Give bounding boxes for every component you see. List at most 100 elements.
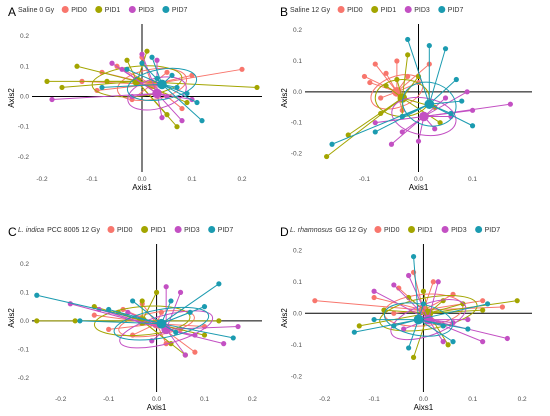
data-point	[394, 58, 400, 64]
plot-area: -0.1 0.0 0.1 -0.2 -0.1 0.0 0.1 0.2 Axis1 Axis2	[280, 24, 532, 192]
confidence-ellipse	[113, 306, 210, 341]
data-point	[124, 57, 130, 63]
data-point	[448, 110, 454, 117]
data-point	[201, 332, 208, 338]
data-point	[179, 105, 185, 112]
y-tick-label: -0.1	[291, 342, 303, 349]
data-point	[125, 309, 131, 315]
data-point	[169, 72, 175, 78]
legend-label: PID7	[448, 7, 464, 14]
panel-letter: C	[8, 225, 17, 239]
legend-label: PID7	[218, 227, 234, 234]
spider-line	[396, 63, 430, 93]
spider-line	[401, 54, 409, 99]
spider-line	[408, 319, 419, 349]
legend-swatch	[371, 6, 379, 13]
spider-line	[151, 68, 243, 85]
data-point	[442, 46, 449, 52]
data-point	[139, 60, 145, 66]
spider-line	[132, 300, 162, 325]
spider-line	[141, 54, 158, 94]
data-point	[163, 284, 169, 290]
panel-d: D L. rhamnosus GG 12 Gy PID0 PID1 PID3 PID7 -…	[280, 225, 532, 412]
data-point	[440, 298, 446, 304]
x-tick-label: -0.1	[368, 396, 380, 403]
data-point	[158, 309, 164, 315]
data-point	[324, 153, 330, 160]
spider-line	[408, 275, 429, 320]
legend-label: PID3	[184, 227, 200, 234]
x-tick-label: 0.1	[468, 176, 477, 183]
data-point	[329, 141, 335, 147]
confidence-ellipse	[119, 310, 214, 349]
data-point	[372, 120, 378, 126]
data-point	[164, 112, 170, 118]
spider-line	[402, 97, 441, 124]
data-point	[154, 57, 160, 63]
data-point	[442, 95, 449, 101]
data-point	[184, 99, 190, 106]
data-point	[507, 101, 513, 107]
x-axis-title: Aixs1	[414, 403, 434, 412]
data-point	[378, 95, 384, 101]
data-point	[239, 66, 245, 72]
spider-line	[141, 292, 158, 322]
data-point	[465, 326, 471, 332]
data-point	[410, 354, 417, 360]
data-point	[504, 335, 510, 342]
data-point	[469, 123, 476, 129]
data-point	[356, 323, 362, 329]
data-point	[149, 54, 155, 60]
data-point	[109, 60, 115, 66]
data-point	[469, 107, 476, 113]
panel-a: A Saline 0 Gy PID0 PID1 PID3 PID7 -0.2 -0.1 0.…	[7, 5, 262, 192]
y-axis-title: Axis2	[7, 308, 16, 328]
x-tick-label: 0.1	[468, 396, 477, 403]
spider-line	[418, 303, 488, 321]
spider-line	[156, 93, 183, 121]
x-tick-label: 0.2	[518, 396, 527, 403]
data-point	[432, 126, 438, 132]
spider-line	[51, 92, 158, 101]
data-point	[406, 345, 412, 351]
y-tick-label: -0.1	[18, 346, 30, 353]
data-point	[406, 272, 412, 279]
centroid-point	[424, 99, 435, 109]
legend-title: Saline 12 Gy	[290, 7, 331, 14]
data-point	[391, 323, 397, 329]
data-point	[440, 323, 446, 329]
data-point	[372, 129, 378, 135]
data-point	[435, 279, 441, 285]
data-point	[440, 339, 446, 345]
data-point	[361, 73, 368, 80]
y-tick-label: 0.0	[20, 93, 29, 100]
legend-title: GG 12 Gy	[335, 227, 367, 234]
data-point	[184, 90, 190, 97]
x-tick-label: 0.1	[200, 396, 209, 403]
legend-swatch	[408, 226, 415, 233]
data-point	[44, 78, 50, 84]
y-tick-label: 0.0	[20, 318, 29, 325]
data-point	[383, 70, 389, 76]
data-point	[460, 301, 466, 307]
data-point	[383, 83, 389, 89]
data-point	[221, 341, 227, 347]
data-point	[139, 51, 145, 57]
spider-line	[423, 293, 454, 311]
legend: Saline 0 Gy PID0 PID1 PID3 PID7	[18, 6, 188, 14]
data-point	[91, 312, 97, 318]
data-point	[168, 298, 174, 304]
data-point	[124, 66, 130, 72]
data-point	[154, 75, 160, 81]
x-tick-label: 0.0	[152, 396, 161, 403]
data-point	[34, 292, 40, 298]
y-tick-label: 0.0	[293, 89, 302, 96]
spider-line	[427, 281, 439, 320]
legend-label: PID0	[117, 227, 133, 234]
data-point	[216, 281, 222, 287]
data-point	[445, 342, 451, 348]
legend-swatch	[374, 226, 382, 233]
data-point	[480, 307, 486, 313]
confidence-ellipse	[126, 67, 198, 101]
